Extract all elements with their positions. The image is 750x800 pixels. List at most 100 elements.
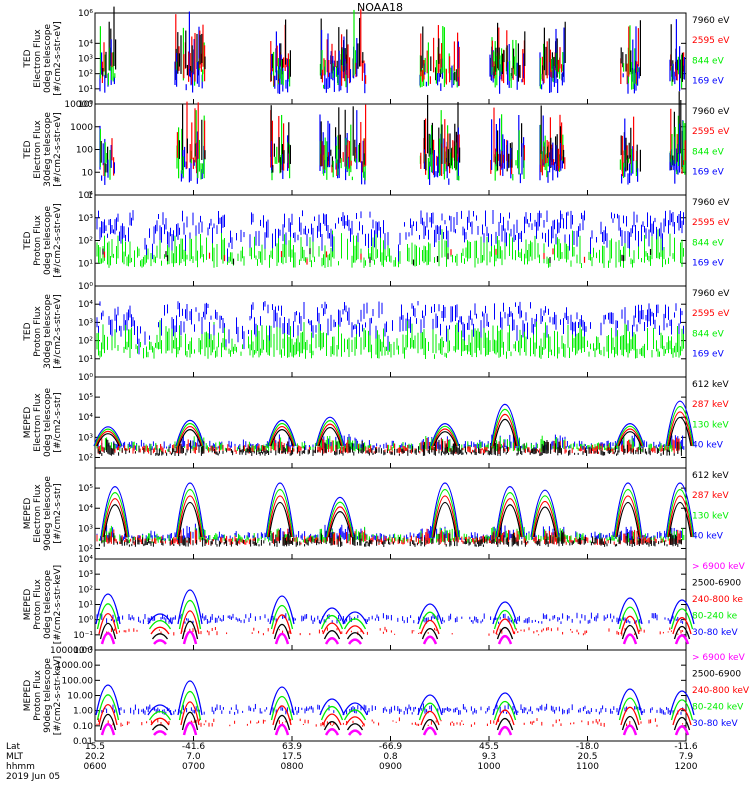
y-axis-label-line: TED (23, 49, 33, 68)
y-tick-label: 10² (78, 237, 93, 247)
y-tick-label: 10⁴ (78, 504, 93, 514)
flux-curve (93, 426, 123, 447)
x-row-label: hhmm (6, 762, 35, 772)
panel-frame (94, 194, 687, 287)
legend-entry: 844 eV (692, 147, 725, 157)
x-row-label: MLT (6, 752, 24, 762)
y-axis-label-line: Proton Flux (33, 670, 43, 721)
y-tick-label: 10³ (78, 214, 93, 224)
flux-curve (178, 502, 202, 538)
flux-curve (620, 615, 640, 635)
flux-curve (324, 637, 340, 645)
flux-curve (491, 409, 519, 447)
flux-curve (674, 634, 690, 645)
flux-curve (269, 595, 295, 625)
y-axis-label-line: MEPED (23, 498, 33, 530)
flux-curve (182, 721, 198, 736)
flux-curve (665, 400, 695, 447)
flux-curve (270, 696, 294, 721)
x-tick-label: 15.5 (85, 742, 105, 752)
legend-entry: 2595 eV (692, 309, 730, 319)
legend-entry: 2595 eV (692, 218, 730, 228)
y-axis-label-line: [#/cm2-s-str-eV] (53, 203, 63, 278)
flux-curve (327, 506, 353, 538)
flux-curve (673, 625, 691, 640)
y-axis-label-line: Proton Flux (33, 215, 43, 266)
y-tick-label: 1000.00 (56, 661, 93, 671)
flux-curve (672, 708, 692, 726)
y-axis-label-line: [#/cm2-s-str-eV] (53, 294, 63, 369)
flux-curve (274, 632, 290, 645)
flux-curve (147, 704, 173, 716)
flux-curve (418, 702, 442, 721)
flux-curve (618, 431, 642, 447)
flux-curve (345, 716, 365, 726)
y-tick-label: 10⁴ (78, 413, 93, 423)
x-row-label: Lat (6, 742, 21, 752)
flux-curve (147, 613, 173, 625)
y-axis-label-line: Electron Flux (33, 393, 43, 452)
panel-meped-p-90deg: 10000.00 1000.00 100.00 10.00 1.00 0.10 0.01 ME… (23, 646, 750, 747)
flux-curve (495, 618, 515, 635)
y-axis-label-line: 90deg telescope (43, 658, 53, 733)
legend-entry: > 6900 keV (692, 653, 746, 663)
y-tick-label: 1 (87, 191, 93, 201)
flux-curve (422, 726, 438, 736)
flux-curve (532, 501, 558, 538)
y-tick-label: 10¹ (78, 601, 93, 611)
legend-entry: 2500-6900 (692, 579, 741, 589)
legend-entry: 169 eV (692, 259, 725, 269)
flux-curve (178, 690, 202, 721)
flux-curve (317, 423, 343, 447)
flux-curve (266, 488, 294, 538)
flux-curve (318, 426, 342, 447)
flux-curve (621, 624, 639, 640)
flux-curve (151, 724, 169, 731)
flux-marks (96, 301, 684, 359)
y-tick-label: 10⁰ (78, 100, 93, 110)
flux-curve (180, 610, 200, 635)
flux-curve (418, 611, 442, 630)
flux-curve (493, 609, 517, 630)
flux-curve (153, 639, 167, 645)
y-axis-label-line: MEPED (23, 407, 33, 439)
flux-curve (420, 710, 440, 726)
flux-curve (492, 601, 518, 625)
flux-curve (100, 486, 130, 538)
flux-curve (96, 603, 120, 630)
legend-entry: > 6900 keV (692, 562, 746, 572)
legend-entry: 169 eV (692, 168, 725, 178)
y-tick-label: 10.00 (67, 692, 93, 702)
panel-ted-p-30deg: 10⁴ 10³ 10² 10¹ 10⁰ TED Proton Flux 30deg teles… (23, 285, 730, 383)
flux-curve (315, 416, 345, 447)
y-tick-label: 10⁰ (78, 282, 93, 292)
flux-marks (95, 680, 695, 736)
flux-curve (175, 420, 205, 447)
y-tick-label: 10⁵ (78, 484, 93, 494)
flux-curve (267, 420, 297, 447)
y-tick-label: 10000 (64, 100, 93, 110)
flux-curve (420, 619, 440, 635)
panel-ted-e-0deg: 10⁶ 10⁴ 10³ 10² 10¹ 10⁰ TED Electron Flux 0deg t… (23, 6, 730, 110)
flux-curve (493, 419, 517, 447)
flux-curve (148, 619, 172, 630)
flux-curve (322, 622, 342, 635)
y-axis-label-line: Proton Flux (33, 306, 43, 357)
flux-curve (272, 614, 292, 635)
flux-curve (670, 699, 694, 721)
flux-curve (615, 495, 641, 538)
y-axis-label-line: [#/cm2-s-str-eV] (53, 21, 63, 96)
y-axis-label-line: MEPED (23, 680, 33, 712)
flux-marks (95, 589, 695, 645)
y-axis-label-line: [#/cm2-s-str-eV] (53, 112, 63, 187)
y-tick-label: 1.00 (73, 707, 93, 717)
flux-curve (270, 605, 294, 630)
legend-entry: 130 keV (692, 420, 729, 430)
flux-curve (531, 495, 559, 538)
y-tick-label: 10² (78, 544, 93, 554)
y-tick-label: 10¹ (78, 259, 93, 269)
flux-curve (150, 717, 170, 726)
flux-marks (99, 6, 686, 94)
y-tick-label: 10⁴ (78, 300, 93, 310)
